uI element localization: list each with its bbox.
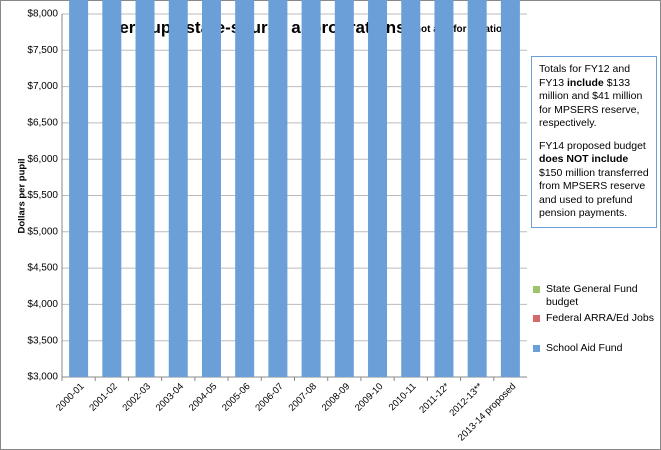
x-tick-label: 2013-14 proposed [456, 381, 518, 443]
legend-swatch [533, 286, 540, 293]
x-tick-label: 2009-10 [353, 381, 385, 413]
y-tick-label: $5,000 [27, 226, 58, 237]
bar-segment [434, 0, 454, 377]
annotation: Totals for FY12 and FY13 include $133 mi… [539, 63, 649, 131]
y-tick-label: $8,000 [27, 9, 58, 20]
y-tick-label: $7,500 [27, 45, 58, 56]
legend-item: School Aid Fund [533, 342, 658, 355]
x-tick-label: 2006-07 [253, 381, 285, 413]
x-tick-label: 2000-01 [54, 381, 86, 413]
annotation-text: does NOT include [539, 153, 629, 165]
x-tick-label: 2001-02 [87, 381, 119, 413]
annotation: FY14 proposed budget does NOT include $1… [539, 140, 649, 221]
bar-segment [500, 0, 520, 377]
bar-segment [69, 0, 89, 377]
bar-segment [168, 0, 188, 377]
y-tick-label: $3,500 [27, 335, 58, 346]
legend-label: School Aid Fund [546, 342, 623, 354]
bar-segment [368, 0, 388, 378]
x-tick-label: 2003-04 [154, 381, 186, 413]
bar-segment [268, 0, 288, 378]
annotation-text: include [567, 76, 604, 89]
x-tick-label: 2008-09 [320, 381, 352, 413]
bar-segment [201, 0, 221, 378]
x-tick-label: 2005-06 [220, 381, 252, 413]
annotation-text: $133 million and $41 million for MPSERS … [539, 76, 643, 130]
y-tick-label: $6,500 [27, 118, 58, 129]
y-tick-label: $4,000 [27, 299, 58, 310]
x-tick-label: 2007-08 [287, 381, 319, 413]
y-tick-label: $4,500 [27, 263, 58, 274]
y-tick-label: $3,000 [27, 372, 58, 383]
annotation-text: Totals for FY12 and FY13 [539, 63, 631, 89]
bar-segment [467, 0, 487, 378]
y-tick-label: $6,000 [27, 154, 58, 165]
bar-segment [102, 0, 122, 377]
bar-segment [135, 0, 155, 377]
bar-segment [401, 0, 421, 377]
subtitle: (not adj. for inflation) [412, 24, 512, 35]
bar-segment [235, 0, 255, 378]
annotation-box: Totals for FY12 and FY13 include $133 mi… [531, 56, 657, 228]
legend-label: Federal ARRA/Ed Jobs [546, 312, 654, 324]
annotation-text: FY14 proposed budget [539, 139, 646, 152]
x-tick-label: 2002-03 [120, 381, 152, 413]
y-axis-title: Dollars per pupil [17, 159, 28, 234]
legend-label: State General Fund budget [546, 283, 638, 308]
legend-swatch [533, 315, 540, 322]
bar-segment [334, 0, 354, 378]
bar-segment [301, 0, 321, 377]
legend-swatch [533, 345, 540, 352]
x-tick-label: 2004-05 [187, 381, 219, 413]
x-tick-label: 2010-11 [387, 381, 419, 413]
annotation-text: $150 million transferred from MPSERS res… [539, 166, 649, 220]
y-tick-label: $7,000 [27, 81, 58, 92]
y-tick-label: $5,500 [27, 190, 58, 201]
legend-item: State General Fund budget [533, 283, 658, 309]
legend-item: Federal ARRA/Ed Jobs [533, 312, 658, 325]
